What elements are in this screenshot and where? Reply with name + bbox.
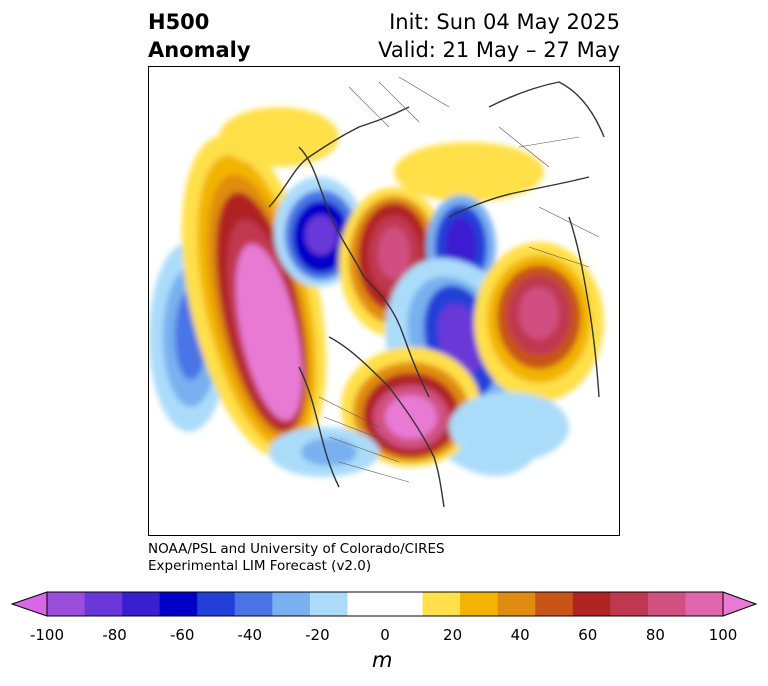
anomaly-map (148, 66, 620, 536)
colorbar-tick-label: 20 (443, 626, 463, 644)
credit-line-2: Experimental LIM Forecast (v2.0) (148, 558, 372, 574)
colorbar-tick-label: 60 (578, 626, 598, 644)
colorbar-tick-label: -100 (29, 626, 65, 644)
colorbar-tick-label: -80 (102, 626, 127, 644)
init-date: Init: Sun 04 May 2025 (389, 10, 620, 34)
colorbar-cell (159, 592, 198, 616)
colorbar-tick-label: 40 (510, 626, 530, 644)
colorbar-tick-label: -40 (237, 626, 263, 644)
map-title: H500 (148, 10, 210, 34)
colorbar-cell (572, 592, 611, 616)
colorbar-cell (122, 592, 161, 616)
anomaly-contours (149, 76, 605, 508)
colorbar-cell (497, 592, 536, 616)
colorbar-cell (347, 592, 386, 616)
colorbar-tick-label: 80 (645, 626, 665, 644)
colorbar-cell (385, 592, 424, 616)
colorbar-cell (422, 592, 461, 616)
colorbar-cell (610, 592, 649, 616)
colorbar-extend-low (10, 591, 48, 617)
credit-line-1: NOAA/PSL and University of Colorado/CIRE… (148, 541, 445, 557)
colorbar-cell (535, 592, 574, 616)
colorbar-tick-label: 0 (380, 626, 390, 644)
colorbar-cell (460, 592, 499, 616)
colorbar-cell (84, 592, 123, 616)
colorbar-cell (47, 592, 86, 616)
map-subtitle: Anomaly (148, 38, 251, 62)
colorbar-tick-label: -20 (305, 626, 330, 644)
colorbar-tick-label: 100 (708, 626, 738, 644)
colorbar-tick-label: -60 (169, 626, 195, 644)
colorbar-extend-high (722, 591, 758, 617)
colorbar-cell (234, 592, 273, 616)
colorbar-cell (309, 592, 348, 616)
colorbar-cell (685, 592, 724, 616)
colorbar (10, 591, 758, 617)
colorbar-unit: m (372, 648, 393, 672)
valid-range: Valid: 21 May – 27 May (378, 38, 620, 62)
colorbar-cell (647, 592, 686, 616)
colorbar-cell (197, 592, 236, 616)
colorbar-cell (272, 592, 311, 616)
